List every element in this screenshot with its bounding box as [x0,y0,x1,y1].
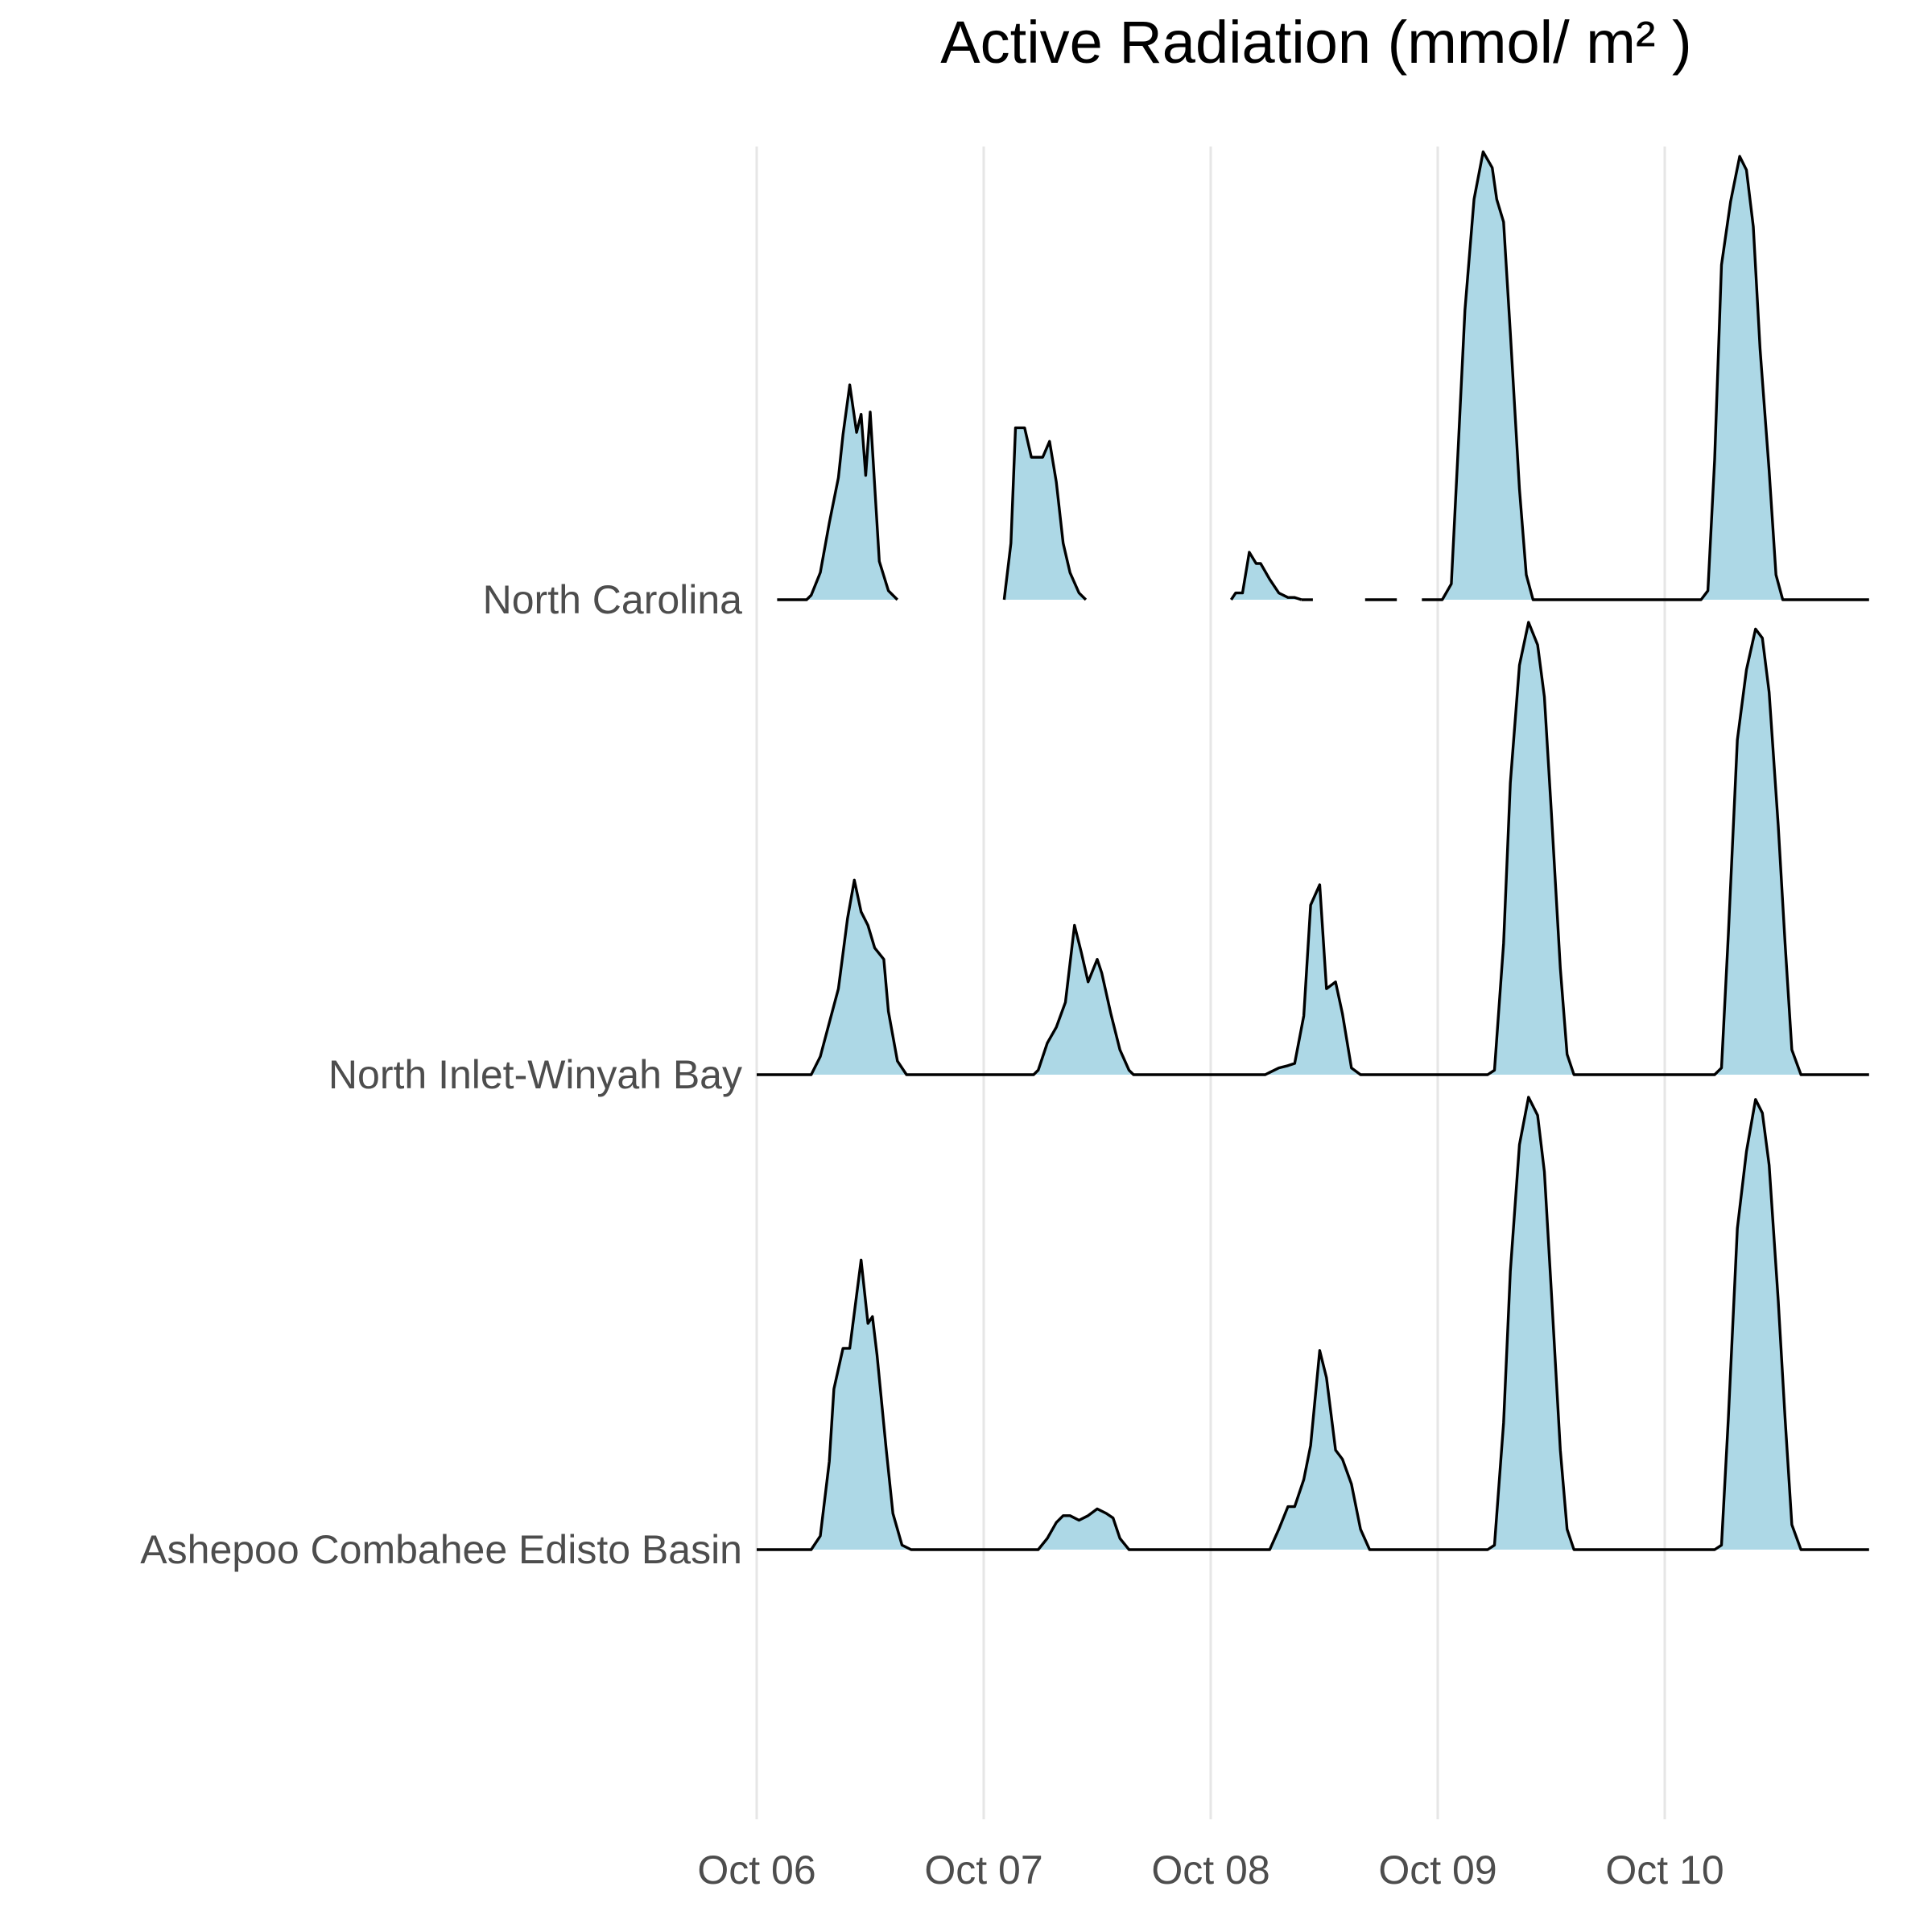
ridge-area [757,1097,1869,1550]
x-tick-label: Oct 07 [924,1847,1042,1893]
x-tick-label: Oct 10 [1605,1847,1724,1893]
ridge-outline [1422,150,1869,601]
grid-layer [755,147,1666,1819]
chart-title-line-2: Active Radiation (mmol/ m² ) [940,9,1691,76]
ridge-layer [757,150,1869,1551]
ridge-outline [757,621,1869,1076]
ridge-outline [757,1096,1869,1551]
x-axis-tick-labels: Oct 06 Oct 07 Oct 08 Oct 09 Oct 10 [697,1847,1724,1893]
row-label: North Carolina [483,577,743,622]
ridge-outline [1229,551,1302,601]
ridge-area [1422,151,1869,601]
ridge-series [777,150,1869,601]
chart-title: Active Radiation (mmol/ m² ) [940,9,1691,76]
ridge-series [757,621,1869,1076]
ridge-outline [777,383,899,601]
label-layer: North Carolina North Inlet-Winyah Bay Ashe… [140,577,742,1572]
x-tick-label: Oct 08 [1151,1847,1269,1893]
x-tick-label: Oct 06 [697,1847,815,1893]
ridge-outline [1002,426,1088,601]
row-label: North Inlet-Winyah Bay [328,1052,742,1097]
ridge-area [777,385,898,600]
ridge-area [757,622,1869,1075]
ridge-series [757,1096,1869,1551]
row-label: Ashepoo Combahee Edisto Basin [140,1527,742,1572]
x-tick-label: Oct 09 [1378,1847,1496,1893]
